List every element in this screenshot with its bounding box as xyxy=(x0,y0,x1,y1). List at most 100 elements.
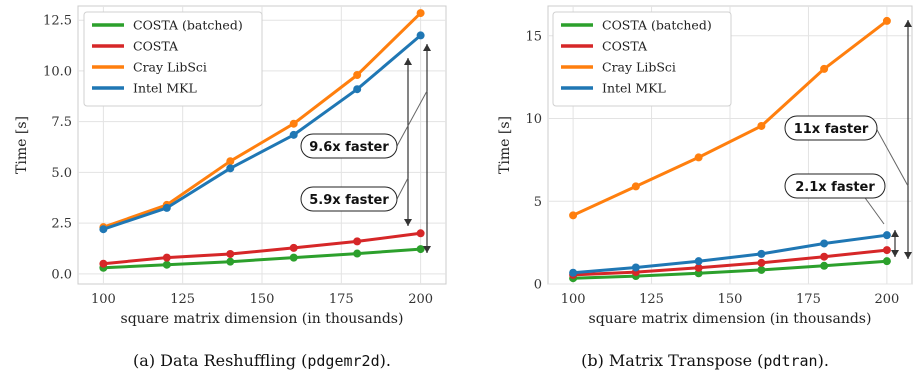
annotation-leader-3 xyxy=(875,127,909,187)
x-ticks-b: 100 125 150 175 200 xyxy=(561,292,900,307)
data-point xyxy=(820,252,829,261)
data-point xyxy=(757,258,766,267)
data-point xyxy=(289,243,298,252)
legend-box-b xyxy=(552,11,732,107)
legend-a: COSTA (batched) COSTA Cray LibSci Intel MKL xyxy=(83,11,263,107)
data-point xyxy=(694,263,703,272)
data-point xyxy=(226,164,235,173)
y-tick-label: 2.5 xyxy=(51,217,72,232)
data-point xyxy=(757,265,766,274)
annotation-label-2: 5.9x faster xyxy=(309,193,389,208)
x-tick-label: 175 xyxy=(796,292,821,307)
annotation-box-3 xyxy=(784,115,878,141)
data-point xyxy=(820,261,829,270)
data-point xyxy=(694,257,703,266)
data-point xyxy=(99,225,108,234)
series-line xyxy=(101,231,423,266)
x-tick-label: 200 xyxy=(874,292,899,307)
data-point xyxy=(694,153,703,162)
data-point xyxy=(631,182,640,191)
data-point xyxy=(757,249,766,258)
y-axis-label-b: Time [s] xyxy=(497,116,513,174)
y-tick-label: 7.5 xyxy=(51,115,72,130)
series-lines-b xyxy=(569,16,891,283)
series-line xyxy=(571,19,889,217)
x-axis-label-b: square matrix dimension (in thousands) xyxy=(589,311,872,327)
chart-panel-a: 0.0 2.5 5.0 7.5 10.0 12.5 100 125 150 175 200 9.6… xyxy=(14,5,447,370)
data-point xyxy=(353,70,362,79)
series-line xyxy=(101,247,423,270)
annotation-leader-1 xyxy=(396,90,428,147)
series-line xyxy=(101,11,423,229)
x-axis-label-a: square matrix dimension (in thousands) xyxy=(121,311,404,327)
y-tick-label: 0.0 xyxy=(51,267,72,282)
legend-entry: Cray LibSci xyxy=(602,60,676,75)
y-tick-label: 5 xyxy=(534,195,542,210)
annotation-box-1 xyxy=(300,133,398,159)
legend-entry: Cray LibSci xyxy=(133,60,207,75)
y-tick-label: 10.0 xyxy=(43,64,72,79)
x-tick-label: 100 xyxy=(561,292,586,307)
data-point xyxy=(882,231,891,240)
y-tick-label: 0 xyxy=(534,278,542,293)
legend-box-a xyxy=(83,11,263,107)
x-tick-label: 150 xyxy=(250,292,275,307)
data-point xyxy=(416,31,425,40)
x-ticks-a: 100 125 150 175 200 xyxy=(91,292,433,307)
annotations-b: 11x faster 2.1x faster xyxy=(784,20,912,259)
series-line xyxy=(571,233,889,275)
annotations-a: 9.6x faster 5.9x faster xyxy=(300,44,431,253)
chart-panel-b: 0 5 10 15 100 125 150 175 200 11x faster 2.1x f… xyxy=(497,5,913,370)
x-tick-label: 175 xyxy=(329,292,354,307)
legend-entry: COSTA xyxy=(133,39,179,54)
series-line xyxy=(571,248,889,277)
legend-entry: COSTA xyxy=(602,39,648,54)
data-point xyxy=(820,64,829,73)
y-axis-label-a: Time [s] xyxy=(14,116,30,174)
y-tick-label: 10 xyxy=(525,112,542,127)
data-point xyxy=(226,157,235,166)
annotation-leader-4 xyxy=(862,194,885,225)
x-tick-label: 125 xyxy=(639,292,664,307)
data-point xyxy=(820,239,829,248)
y-tick-label: 5.0 xyxy=(51,166,72,181)
x-tick-label: 150 xyxy=(718,292,743,307)
y-tick-label: 12.5 xyxy=(43,14,72,29)
annotation-label-4: 2.1x faster xyxy=(795,180,875,195)
x-tick-label: 100 xyxy=(91,292,116,307)
legend-entry: COSTA (batched) xyxy=(602,18,712,33)
data-point xyxy=(353,237,362,246)
data-point xyxy=(416,9,425,18)
data-point xyxy=(353,249,362,258)
series-lines-a xyxy=(99,9,425,272)
data-point xyxy=(882,246,891,255)
series-line xyxy=(571,259,889,280)
data-point xyxy=(882,16,891,25)
data-point xyxy=(289,130,298,139)
annotation-label-3: 11x faster xyxy=(794,122,869,137)
x-tick-label: 200 xyxy=(408,292,433,307)
data-point xyxy=(162,253,171,262)
data-point xyxy=(416,245,425,254)
y-tick-label: 15 xyxy=(525,29,542,44)
data-point xyxy=(289,119,298,128)
data-point xyxy=(882,257,891,266)
series-line xyxy=(101,33,423,231)
data-point xyxy=(353,85,362,94)
data-point xyxy=(569,211,578,220)
data-point xyxy=(416,229,425,238)
data-point xyxy=(569,268,578,277)
annotation-box-4 xyxy=(784,173,886,199)
annotation-label-1: 9.6x faster xyxy=(309,140,389,155)
legend-entry: Intel MKL xyxy=(602,81,666,96)
data-point xyxy=(226,249,235,258)
y-ticks-a: 0.0 2.5 5.0 7.5 10.0 12.5 xyxy=(43,14,72,283)
data-point xyxy=(162,203,171,212)
caption-b: (b) Matrix Transpose (pdtran). xyxy=(581,351,829,370)
data-point xyxy=(631,263,640,272)
annotation-leader-2 xyxy=(396,177,409,200)
annotation-box-2 xyxy=(300,186,398,212)
y-ticks-b: 0 5 10 15 xyxy=(525,29,542,292)
data-point xyxy=(99,259,108,268)
